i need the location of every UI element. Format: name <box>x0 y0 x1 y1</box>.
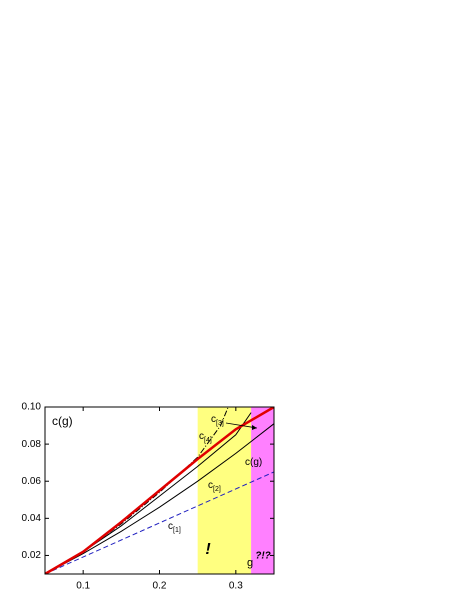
series-label: c[4] <box>199 431 212 444</box>
series-label-name: c <box>208 480 213 491</box>
y-tick-label: 0.02 <box>22 550 42 561</box>
y-tick-label: 0.06 <box>22 476 42 487</box>
series-label: c[1] <box>168 521 181 534</box>
region-label: ! <box>205 541 211 558</box>
x-axis-label: g <box>247 557 253 569</box>
series-label-sub: [4] <box>204 437 212 444</box>
series-label-name: c <box>168 521 173 532</box>
x-tick-label: 0.3 <box>229 581 243 592</box>
series-label-sub: [1] <box>173 527 181 534</box>
series-label-sub: [3] <box>216 420 224 427</box>
region <box>197 407 252 574</box>
series-line <box>45 423 274 574</box>
series-label: c(g) <box>245 457 262 468</box>
region-label: ?!? <box>255 551 271 562</box>
series-label-name: c <box>199 431 204 442</box>
x-tick-label: 0.1 <box>76 581 90 592</box>
series-label-name: c <box>211 414 216 425</box>
y-tick-label: 0.04 <box>22 513 42 524</box>
region <box>251 407 274 574</box>
series-line <box>45 407 274 574</box>
x-tick-label: 0.2 <box>153 581 167 592</box>
series-label: c[2] <box>208 480 221 493</box>
y-axis-label: c(g) <box>52 414 73 428</box>
series-label: c[3] <box>211 414 224 427</box>
y-tick-label: 0.10 <box>22 402 42 413</box>
arrow <box>225 422 258 429</box>
series-label-name: c(g) <box>245 457 262 468</box>
y-tick-label: 0.08 <box>22 439 42 450</box>
arrow-head <box>252 425 257 430</box>
series-line <box>45 471 274 574</box>
series-label-sub: [2] <box>213 486 221 493</box>
